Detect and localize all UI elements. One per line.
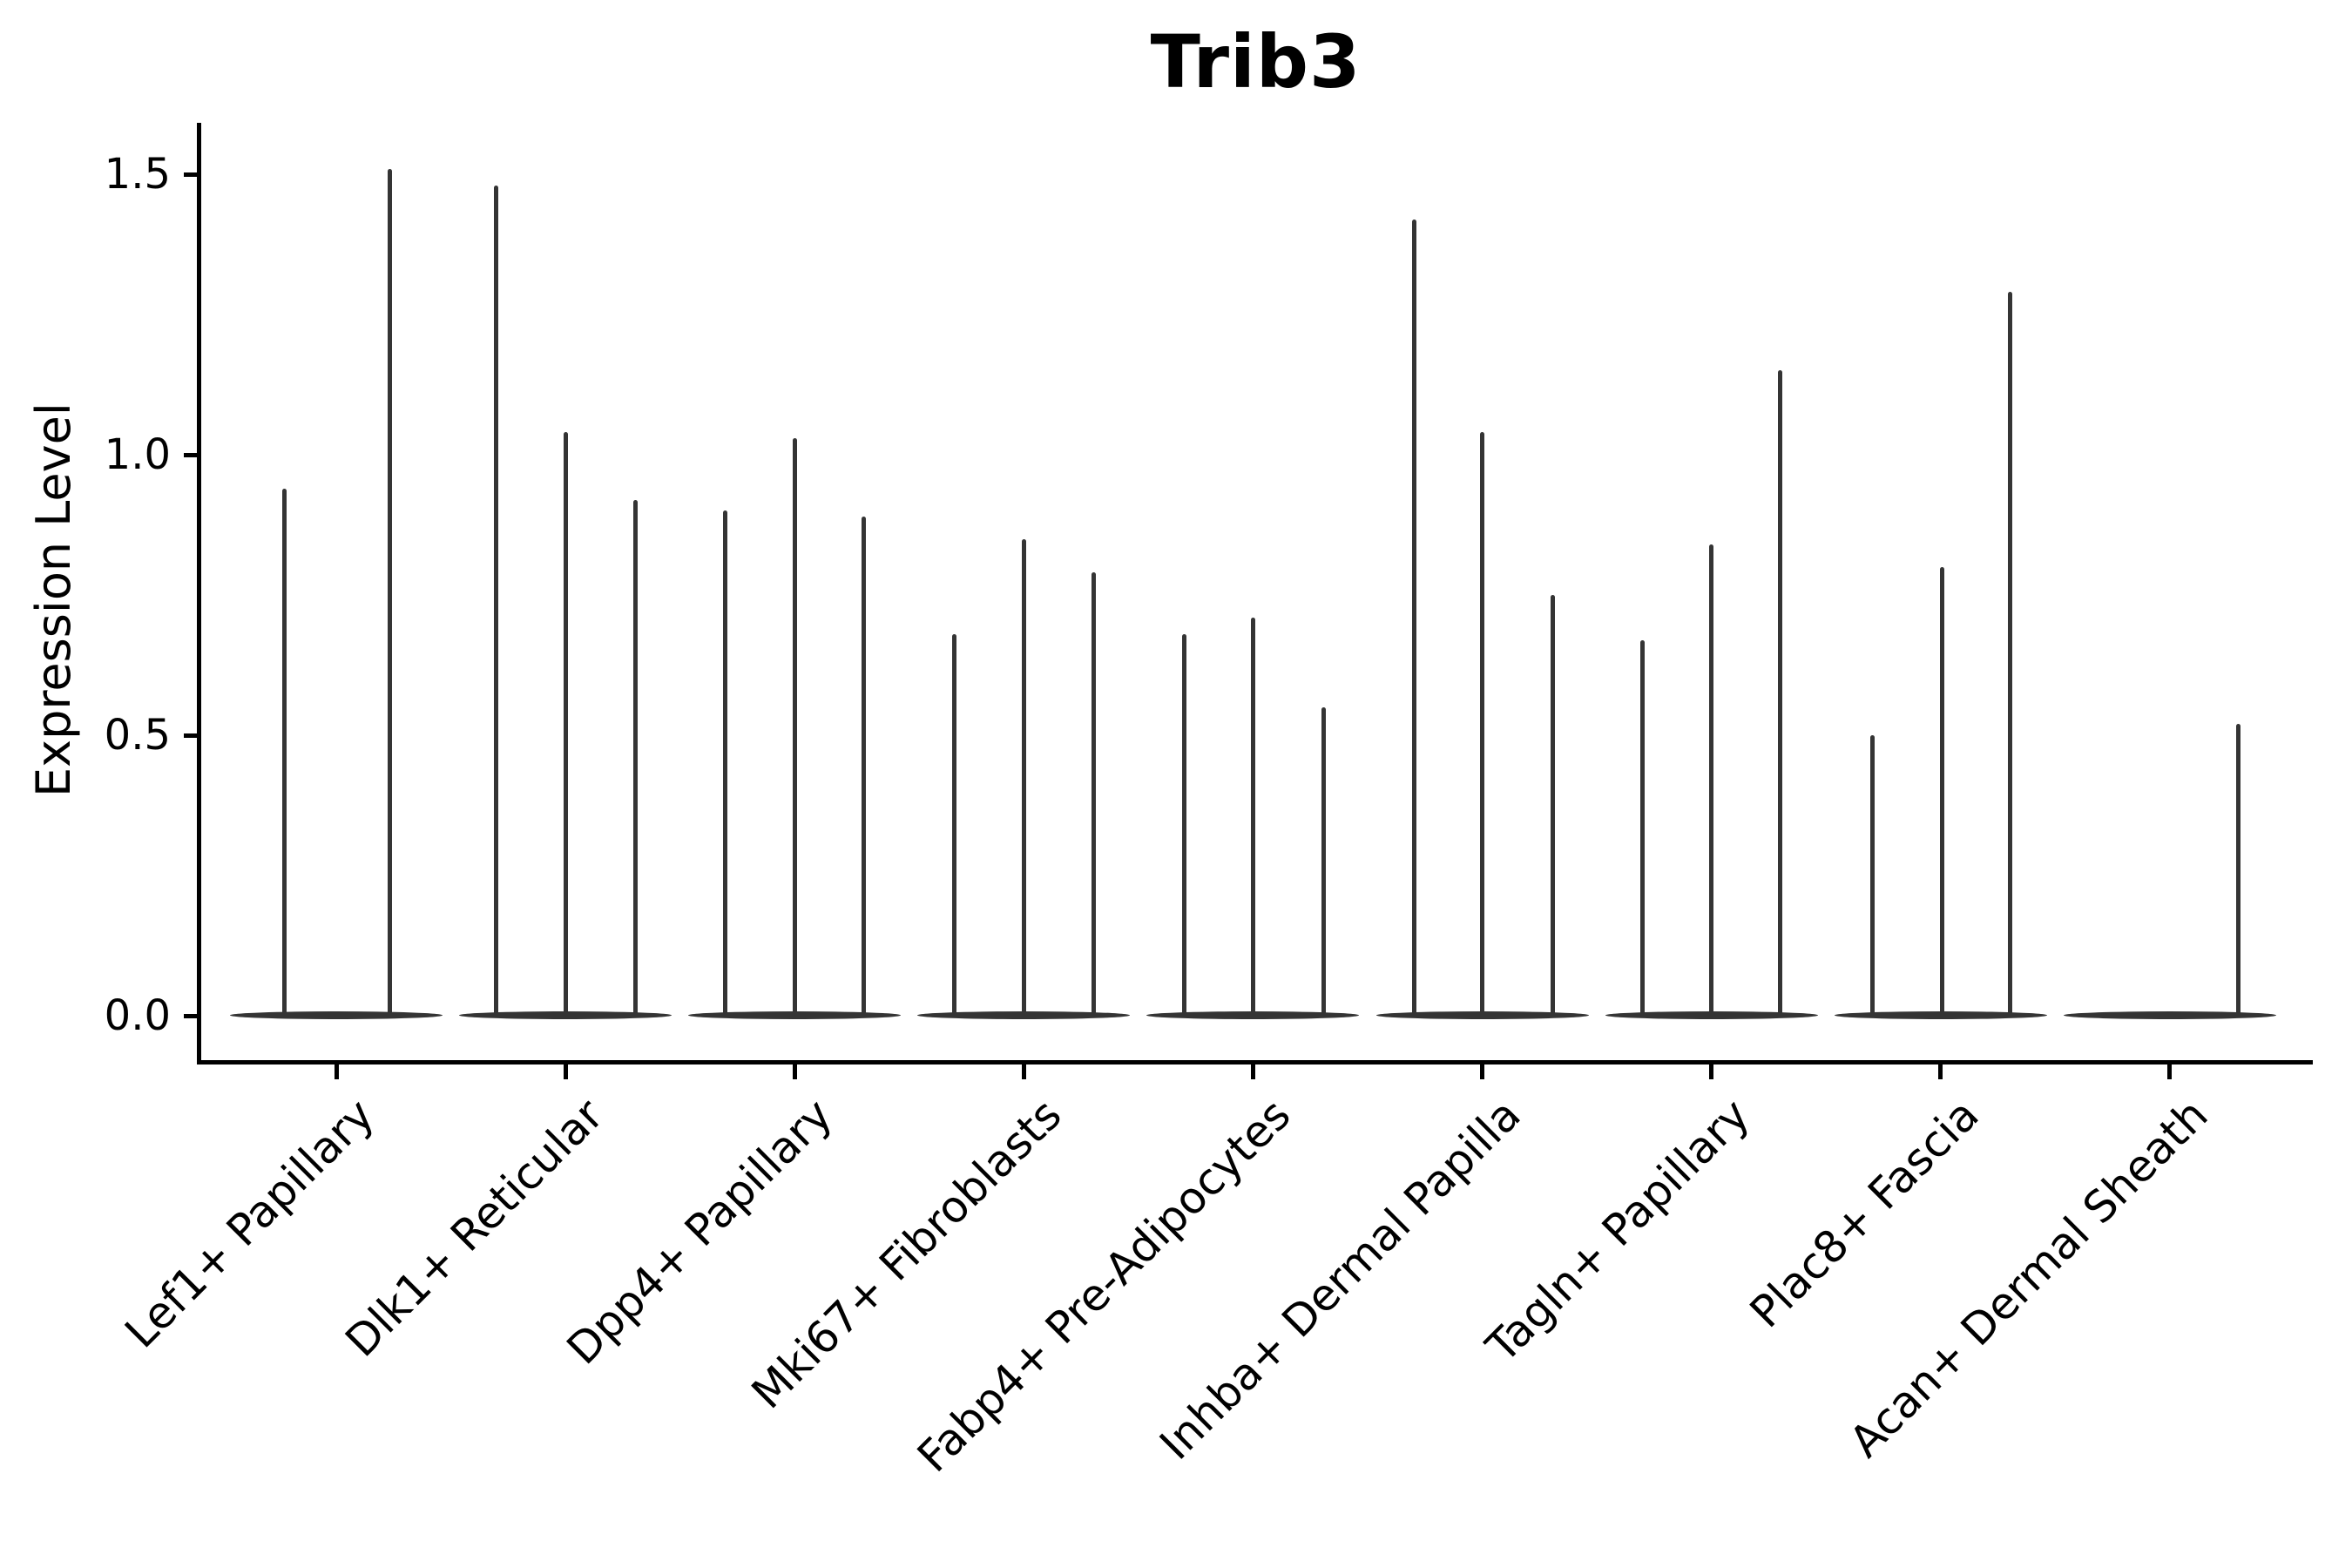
violin-spike [2008,292,2013,1016]
violin-spike [1709,544,1714,1016]
x-tick [1938,1064,1943,1079]
x-tick [334,1064,339,1079]
violin-spike [1640,639,1646,1016]
violin-spike [281,488,287,1016]
violin-spike [1480,432,1484,1016]
violin-spike [1021,538,1026,1016]
violin-spike [2236,724,2241,1016]
violin-spike [1940,566,1945,1016]
x-tick [1709,1064,1714,1079]
x-tick [1021,1064,1026,1079]
y-tick-label: 0.5 [104,711,171,760]
violin-spike [1551,595,1555,1016]
x-tick-label: Fabp4+ Pre-Adipocytes [908,1089,1301,1483]
violin-spike [861,516,866,1016]
y-tick [184,1013,197,1018]
violin-spike [722,510,727,1016]
x-tick [792,1064,797,1079]
y-tick-label: 0.0 [104,991,171,1040]
y-tick-label: 1.0 [104,430,171,479]
violin-spike [1778,370,1783,1016]
violin-baseline [230,1011,443,1019]
y-tick [184,452,197,457]
x-tick [1480,1064,1484,1079]
x-tick-label: Lef1+ Papillary [115,1089,384,1358]
violin-spike [1091,572,1096,1016]
chart-title: Trib3 [1150,19,1362,105]
x-tick [2167,1064,2173,1079]
violin-spike [1321,706,1326,1016]
violin-spike [632,499,638,1016]
violin-spike [1181,634,1186,1016]
violin-spike [792,437,797,1016]
y-tick-label: 1.5 [104,150,171,199]
y-tick [184,733,197,738]
violin-spike [1250,617,1255,1016]
violin-spike [387,168,392,1016]
x-tick [563,1064,568,1079]
violin-spike [1412,219,1416,1016]
x-tick-label: Plac8+ Fascia [1740,1089,1989,1338]
violin-spike [493,185,498,1016]
x-axis-spine [197,1060,2313,1064]
y-axis-spine [197,123,201,1064]
violin-spike [951,634,956,1016]
violin-baseline [2063,1011,2276,1019]
y-tick [184,172,197,177]
violin-spike [563,432,568,1016]
violin-spike [1870,735,1876,1016]
x-tick [1250,1064,1255,1079]
